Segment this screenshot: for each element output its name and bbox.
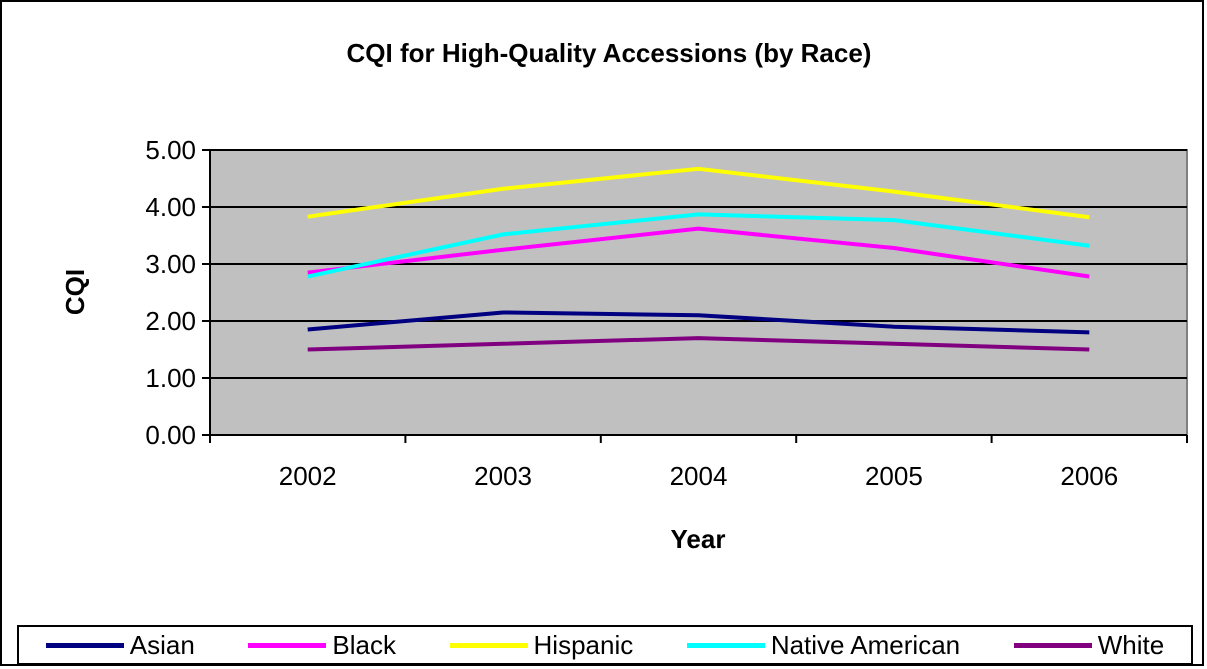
- series-line-black: [307, 226, 1090, 279]
- x-axis-title: Year: [671, 524, 726, 554]
- legend-swatch: [248, 642, 327, 648]
- legend-label: Black: [332, 629, 396, 660]
- legend-swatch: [45, 642, 124, 648]
- legend-label: Hispanic: [533, 629, 634, 660]
- x-tick-label: 2003: [474, 461, 532, 491]
- legend-label: Native American: [770, 629, 961, 660]
- series-line-asian: [307, 310, 1090, 335]
- legend-item: Native American: [686, 629, 961, 661]
- axes: [202, 149, 1188, 443]
- series-line-hispanic: [307, 166, 1090, 220]
- legend-label: White: [1097, 629, 1165, 660]
- legend: Asian Black Hispanic Native American White: [17, 625, 1193, 665]
- legend-label: Asian: [129, 629, 195, 660]
- y-tick-label: 1.00: [145, 363, 196, 393]
- y-tick-label: 0.00: [145, 420, 196, 450]
- series-line-white: [307, 336, 1090, 352]
- legend-item: White: [1013, 629, 1165, 661]
- x-tick-label: 2004: [670, 461, 728, 491]
- series-line-native-american: [307, 212, 1090, 279]
- series-lines: [307, 166, 1090, 352]
- y-axis-title: CQI: [60, 269, 90, 315]
- legend-swatch: [686, 642, 765, 648]
- x-tick-label: 2002: [279, 461, 337, 491]
- plot-area: [209, 149, 1188, 436]
- y-tick-label: 2.00: [145, 306, 196, 336]
- chart-title: CQI for High-Quality Accessions (by Race…: [347, 38, 872, 68]
- legend-item: Asian: [45, 629, 195, 661]
- legend-item: Hispanic: [449, 629, 634, 661]
- x-tick-label: 2006: [1060, 461, 1118, 491]
- y-tick-label: 5.00: [145, 135, 196, 165]
- x-tick-label: 2005: [865, 461, 923, 491]
- y-tick-label: 4.00: [145, 192, 196, 222]
- tick-labels: 0.00 1.00 2.00 3.00 4.00 5.00 2002 2003 2004 2005…: [145, 135, 1118, 491]
- legend-swatch: [449, 642, 528, 648]
- legend-swatch: [1013, 642, 1092, 648]
- y-tick-label: 3.00: [145, 249, 196, 279]
- legend-item: Black: [248, 630, 396, 661]
